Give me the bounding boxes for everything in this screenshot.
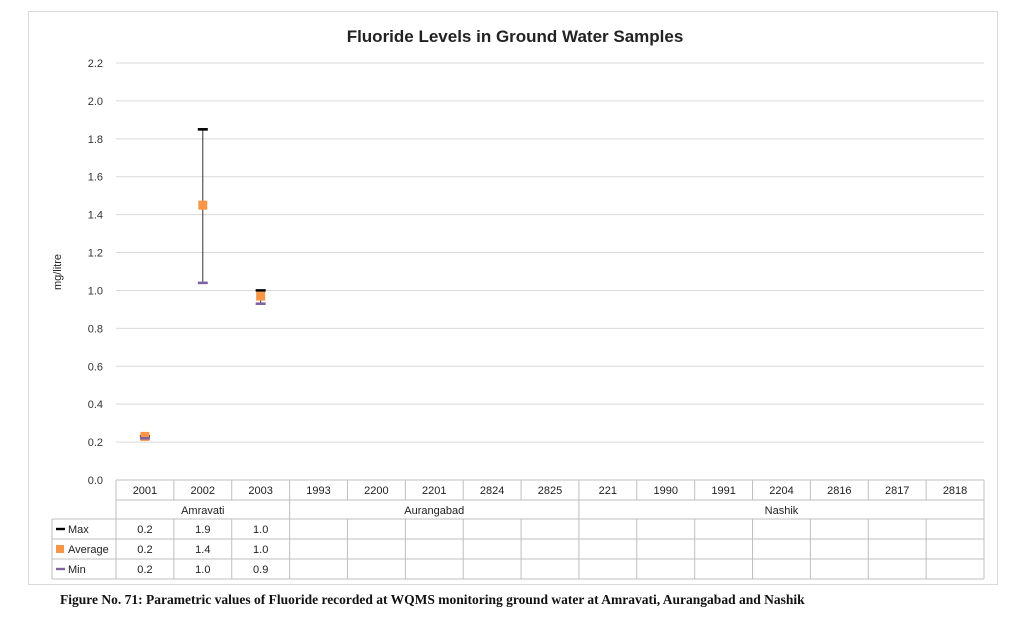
marker-max xyxy=(255,289,266,292)
x-category-label: 2817 xyxy=(885,485,909,497)
data-label: 0.2 xyxy=(137,544,152,556)
marker-average xyxy=(198,200,208,210)
y-tick-label: 1.4 xyxy=(88,210,103,222)
y-tick-label: 0.4 xyxy=(88,399,103,411)
x-category-label: 2824 xyxy=(480,485,504,497)
x-category-label: 2201 xyxy=(422,485,446,497)
legend-key-max xyxy=(56,527,65,531)
figure-caption: Figure No. 71: Parametric values of Fluo… xyxy=(60,592,805,607)
legend-label: Min xyxy=(68,564,86,576)
x-group-label: Nashik xyxy=(765,505,799,517)
gridlines xyxy=(116,62,984,481)
data-label: 1.0 xyxy=(253,544,268,556)
legend-key-min xyxy=(56,567,65,571)
marker-min xyxy=(197,281,208,285)
x-category-label: 1991 xyxy=(711,485,735,497)
x-category-label: 1993 xyxy=(306,485,330,497)
y-tick-label: 2.0 xyxy=(88,96,103,108)
x-category-label: 2818 xyxy=(943,485,967,497)
x-category-label: 2200 xyxy=(364,485,388,497)
y-tick-label: 0.0 xyxy=(88,475,103,487)
data-label: 1.0 xyxy=(195,564,210,576)
data-label: 1.0 xyxy=(253,524,268,536)
data-label: 0.2 xyxy=(137,564,152,576)
legend-key-average xyxy=(56,545,64,553)
data-label: 0.2 xyxy=(137,524,152,536)
marker-average xyxy=(140,431,150,441)
y-tick-label: 0.8 xyxy=(88,323,103,335)
data-table: 2001 2002 2003 1993 2200 2201 2824 2825 221 1990 1… xyxy=(51,479,985,580)
y-tick-label: 0.6 xyxy=(88,361,103,373)
x-category-label: 2003 xyxy=(248,485,272,497)
y-tick-label: 2.2 xyxy=(88,58,103,70)
x-group-label: Aurangabad xyxy=(404,505,464,517)
y-tick-label: 1.2 xyxy=(88,248,103,260)
data-label: 1.9 xyxy=(195,524,210,536)
x-category-label: 2825 xyxy=(538,485,562,497)
y-tick-label: 1.8 xyxy=(88,134,103,146)
chart-frame: Fluoride Levels in Ground Water Samples … xyxy=(28,11,998,585)
x-category-label: 2001 xyxy=(133,485,157,497)
x-category-label: 2816 xyxy=(827,485,851,497)
data-label: 1.4 xyxy=(195,544,210,556)
marker-min xyxy=(139,437,150,440)
y-tick-label: 1.6 xyxy=(88,172,103,184)
data-markers xyxy=(139,128,266,441)
legend-label: Max xyxy=(68,524,89,536)
x-category-label: 221 xyxy=(599,485,617,497)
marker-average xyxy=(256,291,266,301)
marker-max xyxy=(197,128,208,131)
x-category-label: 2204 xyxy=(769,485,793,497)
marker-min xyxy=(255,302,266,306)
legend-label: Average xyxy=(68,544,109,556)
y-tick-label: 1.0 xyxy=(88,285,103,297)
x-group-label: Amravati xyxy=(181,505,224,517)
y-tick-labels: 0.0 0.2 0.4 0.6 0.8 1.0 1.2 1.4 1.6 1.8 2.0 2.2 xyxy=(88,58,103,487)
x-category-label: 1990 xyxy=(653,485,677,497)
chart-title: Fluoride Levels in Ground Water Samples xyxy=(347,27,684,46)
x-category-label: 2002 xyxy=(191,485,215,497)
y-axis-label: mg/litre xyxy=(52,254,64,290)
fluoride-chart: Fluoride Levels in Ground Water Samples … xyxy=(51,27,985,580)
y-tick-label: 0.2 xyxy=(88,437,103,449)
data-label: 0.9 xyxy=(253,564,268,576)
